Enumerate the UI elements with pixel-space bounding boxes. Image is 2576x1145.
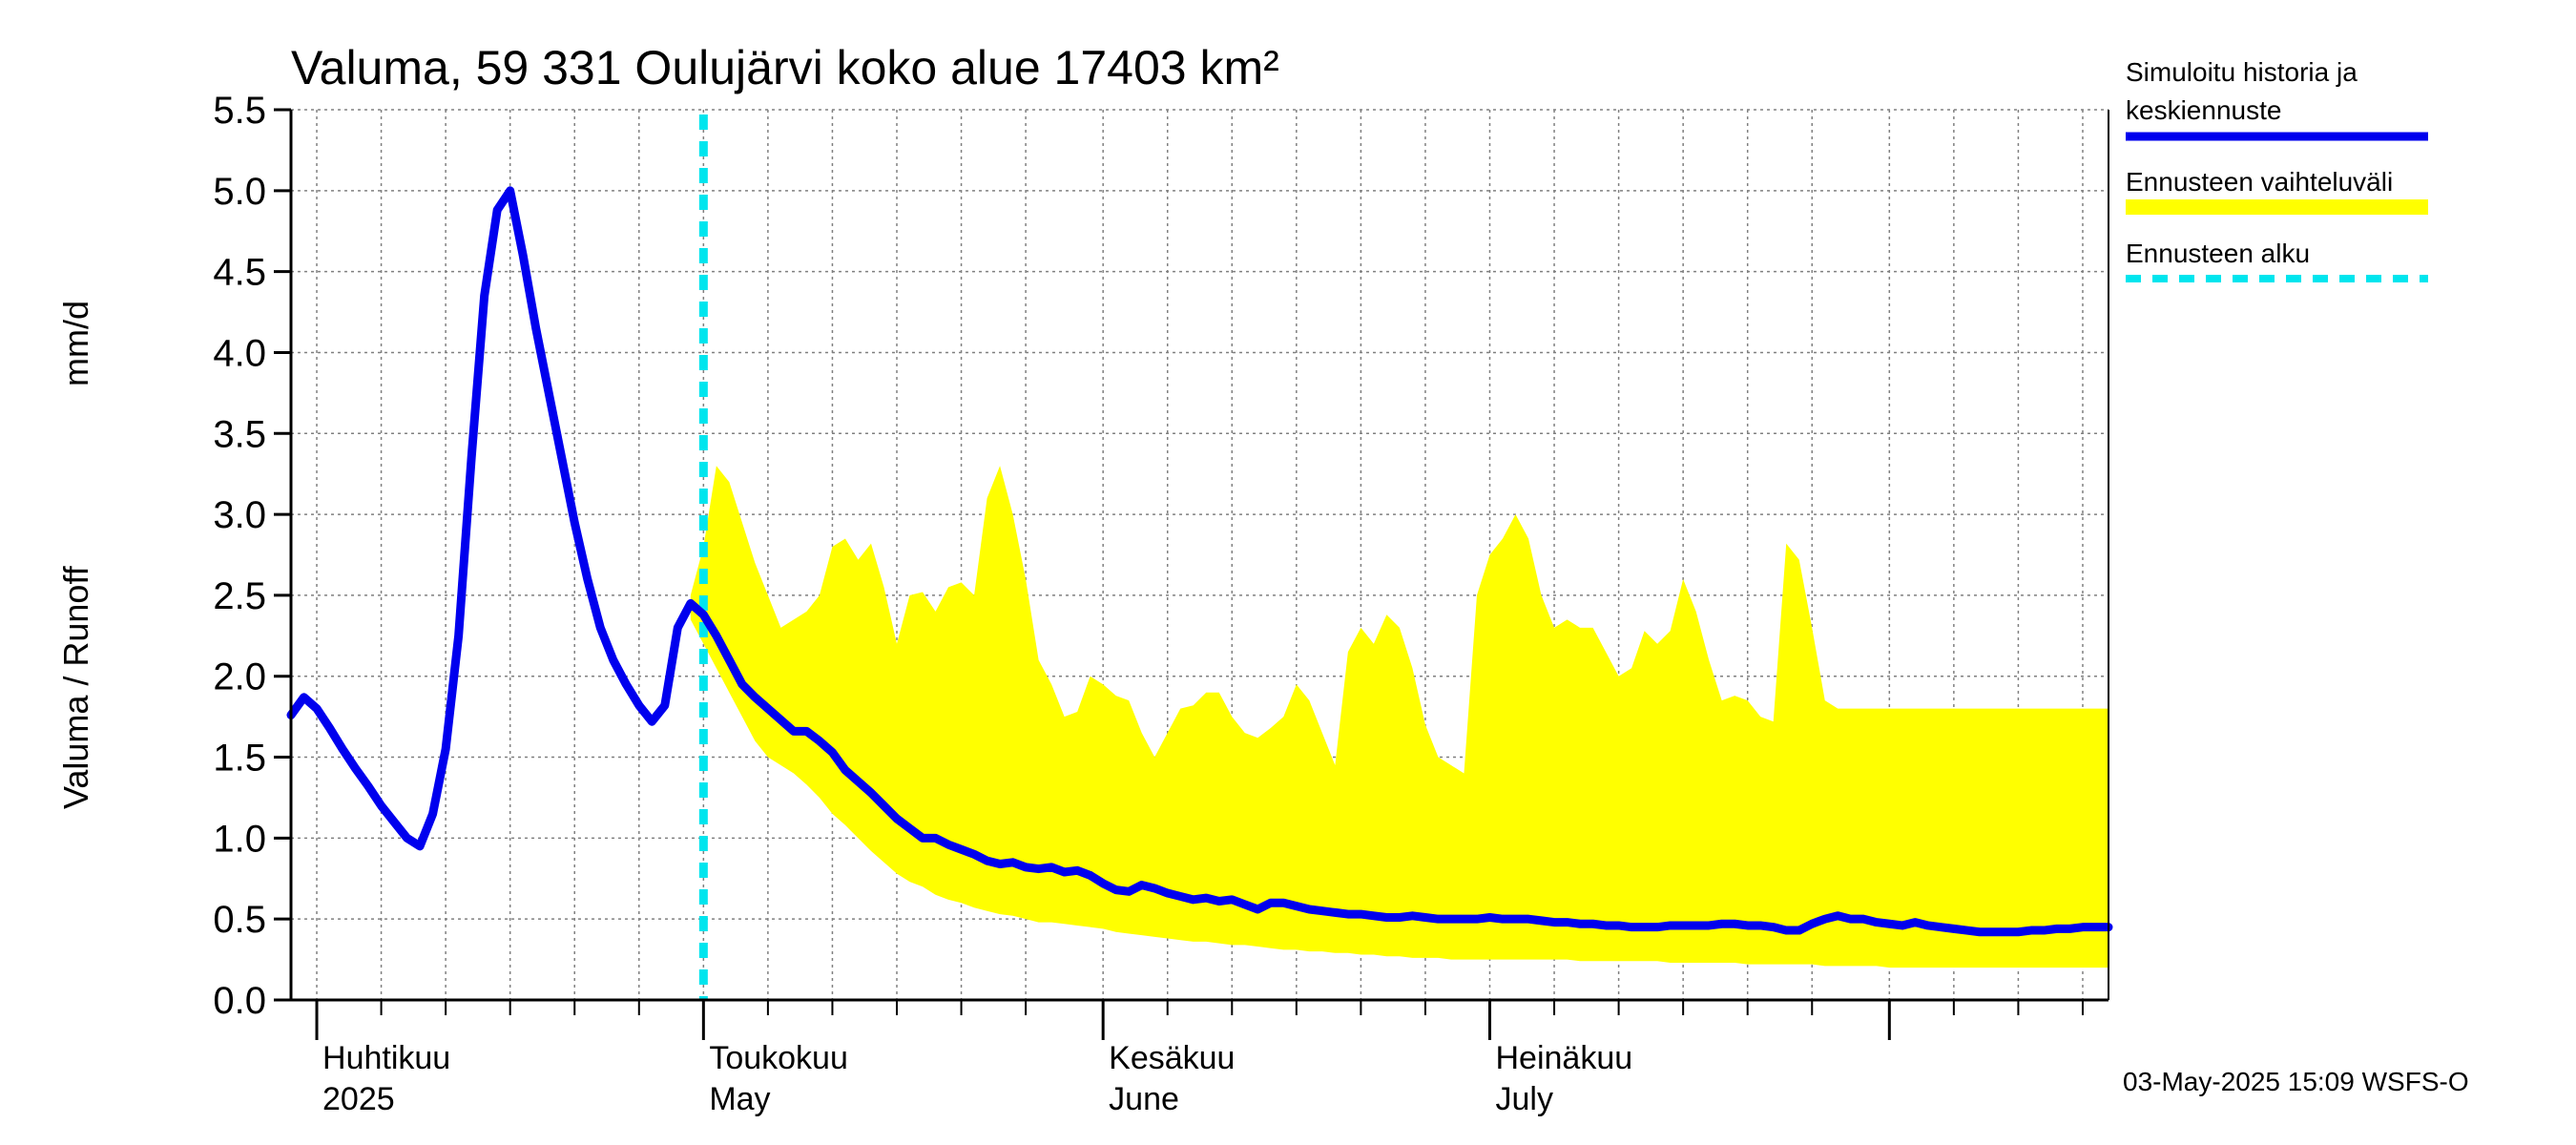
y-tick-label: 2.5 — [213, 575, 266, 617]
footer-timestamp: 03-May-2025 15:09 WSFS-O — [2123, 1067, 2469, 1096]
y-axis-unit: mm/d — [56, 301, 95, 386]
month-labels: Huhtikuu 2025 Toukokuu May Kesäkuu June Heinäk… — [322, 1040, 1632, 1117]
forecast-range-band — [690, 466, 2109, 968]
y-tick-label: 1.0 — [213, 818, 266, 860]
legend-band-label: Ennusteen vaihteluväli — [2126, 167, 2393, 197]
chart-title: Valuma, 59 331 Oulujärvi koko alue 17403… — [291, 41, 1279, 94]
month-label-fi: Toukokuu — [709, 1040, 848, 1076]
y-tick-label: 0.5 — [213, 899, 266, 941]
y-tick-label: 3.0 — [213, 494, 266, 536]
legend: Simuloitu historia ja keskiennuste Ennus… — [2126, 57, 2428, 282]
legend-forecast-label: Ennusteen alku — [2126, 239, 2310, 268]
y-tick-label: 5.0 — [213, 171, 266, 213]
y-tick-label: 4.0 — [213, 332, 266, 374]
month-label-fi: Heinäkuu — [1495, 1040, 1632, 1076]
month-label-en: 2025 — [322, 1081, 395, 1117]
series-group — [286, 186, 2113, 937]
month-label-en: July — [1495, 1081, 1552, 1117]
y-tick-labels: 0.0 0.5 1.0 1.5 2.0 2.5 3.0 3.5 4.0 4.5 5.0 5.5 — [213, 90, 266, 1022]
forecast-band-area — [690, 466, 2109, 968]
y-tick-label: 0.0 — [213, 980, 266, 1022]
month-label-fi: Huhtikuu — [322, 1040, 450, 1076]
month-label-en: May — [709, 1081, 770, 1117]
legend-series-label-2: keskiennuste — [2126, 95, 2281, 125]
y-tick-label: 4.5 — [213, 252, 266, 294]
y-axis-label: Valuma / Runoff — [56, 565, 95, 809]
month-label-fi: Kesäkuu — [1109, 1040, 1235, 1076]
y-tick-label: 2.0 — [213, 656, 266, 698]
y-tick-label: 1.5 — [213, 738, 266, 780]
axes — [274, 108, 2109, 1040]
series-line — [286, 186, 2113, 937]
legend-series-label-1: Simuloitu historia ja — [2126, 57, 2358, 87]
y-tick-label: 3.5 — [213, 413, 266, 455]
y-tick-label: 5.5 — [213, 90, 266, 132]
month-label-en: June — [1109, 1081, 1179, 1117]
